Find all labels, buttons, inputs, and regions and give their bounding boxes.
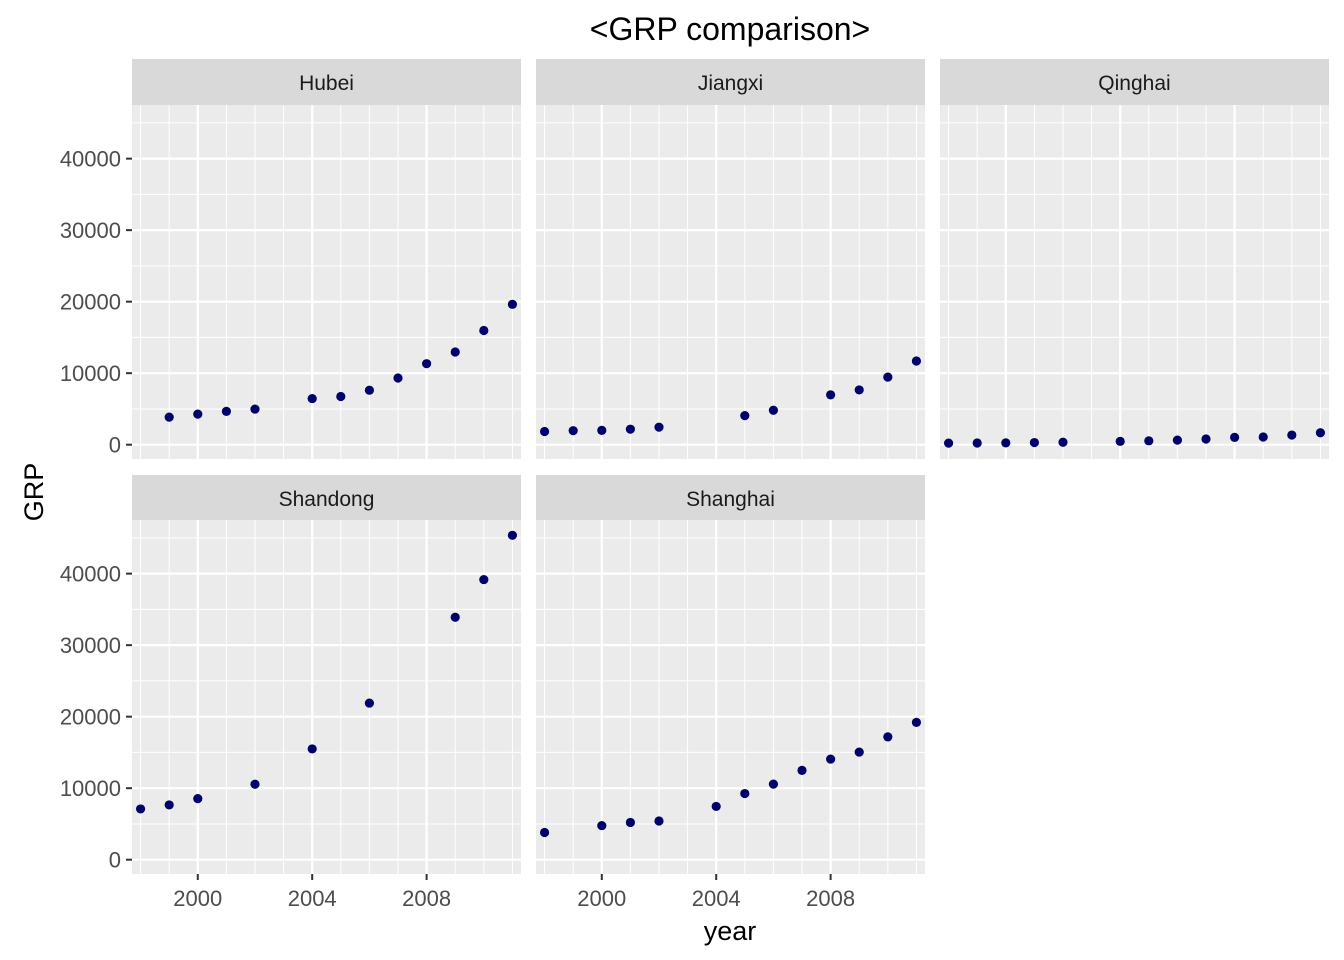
data-point — [740, 411, 750, 421]
data-point — [364, 698, 375, 708]
data-point — [193, 409, 203, 419]
y-tick-label: 0 — [109, 848, 121, 873]
y-tick-label: 30000 — [60, 633, 121, 658]
data-point — [1001, 438, 1011, 448]
facet-panel-shandong: Shandong 0 10000 20000 30000 40000 2000 2004 200… — [60, 475, 521, 911]
data-point — [450, 347, 460, 357]
data-point — [364, 385, 375, 395]
facet-strip-label: Qinghai — [1098, 72, 1170, 95]
data-point — [1058, 437, 1068, 447]
facet-strip — [132, 59, 521, 105]
data-point — [1315, 428, 1326, 438]
chart-title: <GRP comparison> — [590, 11, 870, 47]
data-point — [1258, 432, 1268, 442]
y-tick-label: 40000 — [60, 562, 121, 587]
x-tick-label: 2000 — [577, 886, 626, 911]
facet-panel-qinghai: Qinghai — [940, 59, 1329, 459]
data-point — [221, 406, 231, 416]
y-axis-title: GRP — [19, 463, 49, 522]
y-tick-label: 10000 — [60, 361, 121, 386]
data-point — [193, 794, 203, 804]
data-point — [625, 817, 635, 828]
facet-strip — [132, 475, 521, 521]
data-point — [507, 299, 518, 309]
data-point — [768, 405, 779, 415]
data-point — [1029, 437, 1039, 448]
facet-panel-hubei: Hubei 0 10000 20000 30000 40000 — [60, 59, 521, 459]
data-point — [1144, 436, 1154, 446]
data-point — [422, 359, 432, 369]
facet-strip-label: Hubei — [299, 72, 354, 95]
facet-strip — [940, 59, 1329, 105]
data-point — [597, 820, 607, 831]
data-point — [479, 325, 489, 336]
y-tick-label: 20000 — [60, 705, 121, 730]
data-point — [654, 816, 664, 826]
data-point — [479, 574, 489, 585]
data-point — [654, 422, 664, 432]
facet-strip-label: Shanghai — [686, 488, 775, 511]
facet-panel-jiangxi: Jiangxi — [536, 59, 925, 459]
x-tick-label: 2008 — [402, 886, 451, 911]
data-point — [164, 800, 174, 810]
facet-panel-shanghai: Shanghai 2000 2004 2008 — [536, 475, 925, 911]
x-tick-label: 2004 — [288, 886, 337, 911]
data-point — [911, 356, 922, 366]
x-tick-label: 2004 — [692, 886, 741, 911]
facet-strip — [536, 59, 925, 105]
data-point — [1115, 436, 1125, 446]
data-point — [336, 391, 346, 402]
data-point — [539, 426, 550, 437]
data-point — [393, 373, 403, 383]
data-point — [854, 385, 864, 395]
facet-strip-label: Jiangxi — [698, 72, 763, 95]
data-point — [883, 732, 893, 742]
data-point — [507, 530, 518, 540]
data-point — [450, 612, 460, 622]
data-point — [539, 827, 550, 838]
data-point — [568, 426, 578, 436]
data-point — [826, 390, 836, 400]
data-point — [972, 438, 982, 448]
x-tick-label: 2008 — [806, 886, 855, 911]
data-point — [307, 744, 317, 754]
data-point — [911, 717, 922, 727]
data-point — [250, 779, 260, 789]
facet-strip — [536, 475, 925, 521]
y-tick-label: 0 — [109, 433, 121, 458]
y-tick-label: 20000 — [60, 290, 121, 315]
data-point — [1172, 435, 1183, 445]
y-tick-label: 30000 — [60, 218, 121, 243]
x-axis-title: year — [704, 916, 757, 946]
data-point — [768, 779, 779, 789]
data-point — [711, 801, 721, 812]
data-point — [307, 393, 317, 404]
y-tick-label: 10000 — [60, 776, 121, 801]
data-point — [943, 438, 954, 448]
data-point — [625, 424, 635, 434]
data-point — [250, 404, 260, 414]
data-point — [826, 754, 836, 764]
data-point — [1201, 434, 1211, 444]
data-point — [135, 804, 146, 814]
data-point — [883, 372, 893, 382]
data-point — [164, 412, 174, 422]
data-point — [740, 788, 750, 799]
data-point — [854, 747, 864, 757]
data-point — [797, 765, 807, 775]
data-point — [1230, 432, 1240, 443]
data-point — [597, 425, 607, 435]
y-tick-label: 40000 — [60, 147, 121, 172]
facet-strip-label: Shandong — [279, 488, 375, 511]
x-tick-label: 2000 — [173, 886, 222, 911]
data-point — [1287, 430, 1297, 440]
